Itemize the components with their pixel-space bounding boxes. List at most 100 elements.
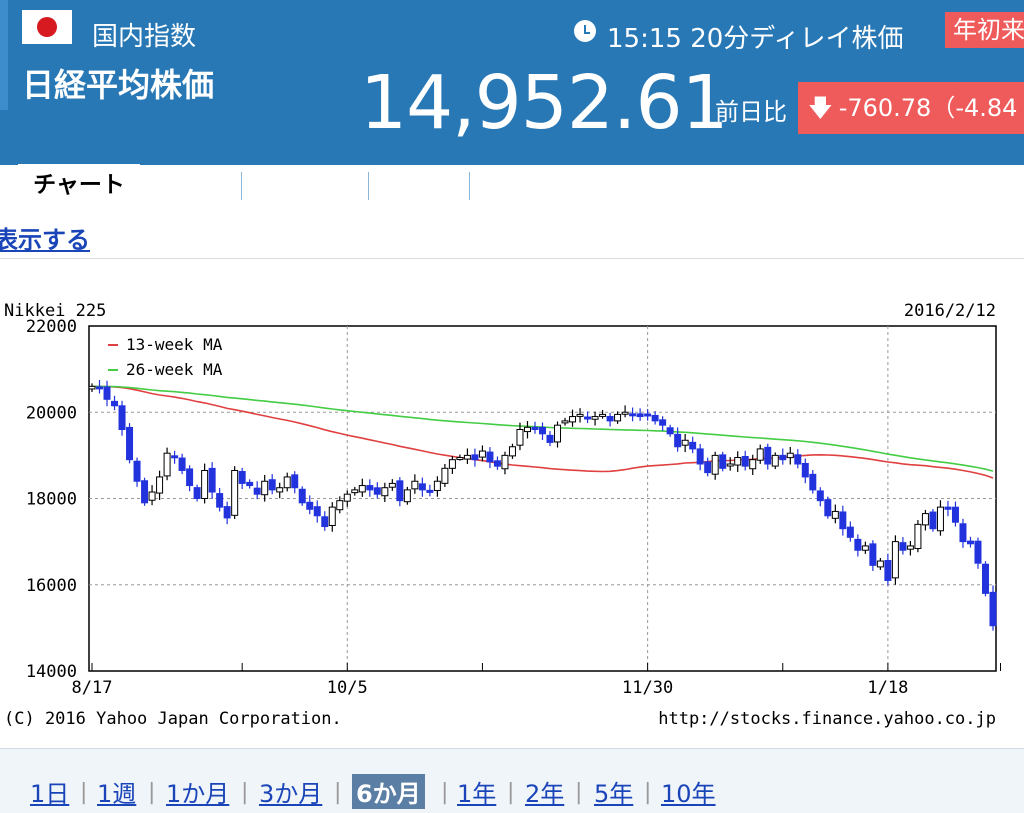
candle bbox=[358, 478, 366, 497]
chart-grid bbox=[89, 326, 996, 671]
candle-body bbox=[561, 420, 569, 424]
candle bbox=[133, 457, 141, 487]
range-3m[interactable]: 3か月 bbox=[259, 780, 323, 808]
range-1m[interactable]: 1か月 bbox=[166, 780, 230, 808]
x-tick-label: 10/5 bbox=[327, 678, 368, 698]
side-strip bbox=[0, 0, 8, 110]
candle-body bbox=[591, 416, 599, 420]
candle-body bbox=[471, 454, 479, 461]
candle bbox=[516, 422, 524, 451]
candle-body bbox=[163, 452, 171, 477]
range-1d[interactable]: 1日 bbox=[30, 780, 70, 808]
tab-news[interactable]: ニュース bbox=[259, 172, 350, 198]
range-2y[interactable]: 2年 bbox=[525, 780, 565, 808]
candle-body bbox=[208, 467, 216, 493]
candle bbox=[426, 484, 434, 497]
candle bbox=[366, 479, 374, 497]
candle bbox=[193, 484, 201, 502]
candle bbox=[606, 412, 614, 427]
candle-body bbox=[884, 560, 892, 581]
candle bbox=[486, 447, 494, 469]
tab-asia-indices[interactable]: アジア・オセアニアの指数 bbox=[486, 172, 761, 198]
candle bbox=[141, 477, 149, 506]
candle bbox=[899, 537, 907, 555]
tab-chart[interactable]: チャート bbox=[18, 164, 140, 206]
ytd-badge[interactable]: 年初来 bbox=[945, 12, 1024, 48]
range-1y[interactable]: 1年 bbox=[457, 780, 497, 808]
candle bbox=[216, 487, 224, 512]
candle-body bbox=[96, 386, 104, 390]
candle bbox=[306, 495, 314, 515]
range-1w[interactable]: 1週 bbox=[97, 780, 137, 808]
candle-body bbox=[974, 540, 982, 564]
candle-body bbox=[621, 411, 629, 415]
candle bbox=[418, 477, 426, 497]
candle-body bbox=[508, 446, 516, 457]
category-label: 国内指数 bbox=[92, 22, 197, 52]
candle-body bbox=[816, 490, 824, 502]
candle bbox=[681, 434, 689, 453]
candle-body bbox=[358, 485, 366, 493]
candle-body bbox=[651, 414, 659, 422]
candle bbox=[981, 561, 989, 597]
candle-body bbox=[118, 405, 126, 430]
candle bbox=[666, 424, 674, 437]
candle-body bbox=[824, 499, 832, 517]
range-5y[interactable]: 5年 bbox=[594, 780, 634, 808]
candle-body bbox=[336, 500, 344, 511]
candle-body bbox=[148, 491, 156, 501]
candle-body bbox=[448, 459, 456, 469]
legend-13: 13-week MA bbox=[126, 335, 223, 354]
source-url[interactable]: http://stocks.finance.yahoo.co.jp bbox=[658, 709, 996, 729]
show-link[interactable]: 表示する bbox=[0, 226, 90, 254]
candle-body bbox=[801, 462, 809, 478]
candle bbox=[741, 450, 749, 471]
candle-body bbox=[283, 476, 291, 489]
change-badge: 🡇 -760.78（-4.84 bbox=[798, 82, 1024, 134]
candle-body bbox=[906, 545, 914, 550]
candle-body bbox=[328, 506, 336, 526]
candle bbox=[621, 405, 629, 418]
candle bbox=[929, 509, 937, 532]
candle-body bbox=[876, 560, 884, 568]
candle-body bbox=[719, 454, 727, 469]
tab-timeseries[interactable]: 時系列 bbox=[157, 172, 226, 198]
candle-body bbox=[403, 489, 411, 503]
change-label: 前日比 bbox=[715, 98, 787, 126]
tab-board[interactable]: 掲示板 bbox=[384, 172, 453, 198]
candle-body bbox=[216, 493, 224, 508]
candle bbox=[576, 408, 584, 423]
candle-body bbox=[171, 455, 179, 459]
candle-body bbox=[666, 427, 674, 435]
range-6m[interactable]: 6か月 bbox=[352, 774, 425, 809]
range-10y[interactable]: 10年 bbox=[661, 780, 716, 808]
candle-body bbox=[381, 487, 389, 497]
candle bbox=[839, 505, 847, 536]
y-tick-label: 16000 bbox=[26, 576, 77, 596]
candle bbox=[869, 540, 877, 571]
candle bbox=[96, 379, 104, 394]
copyright: (C) 2016 Yahoo Japan Corporation. bbox=[4, 709, 342, 729]
candle-body bbox=[103, 386, 111, 400]
candle-body bbox=[891, 541, 899, 579]
tab-info[interactable]: 報 bbox=[0, 172, 19, 198]
candle-body bbox=[809, 473, 817, 491]
x-tick-label: 8/17 bbox=[72, 678, 113, 698]
candle bbox=[448, 456, 456, 474]
y-tick-label: 14000 bbox=[26, 662, 77, 682]
candle-body bbox=[351, 489, 359, 494]
candle bbox=[891, 535, 899, 585]
candle bbox=[118, 400, 126, 436]
legend-26: 26-week MA bbox=[126, 360, 223, 379]
candle bbox=[719, 451, 727, 472]
candle-body bbox=[366, 485, 374, 491]
candle bbox=[283, 472, 291, 492]
candle bbox=[328, 502, 336, 532]
japan-flag-icon bbox=[22, 10, 72, 44]
candle bbox=[801, 458, 809, 484]
candle-body bbox=[268, 479, 276, 491]
candle bbox=[854, 534, 862, 557]
candle-body bbox=[246, 481, 254, 487]
candle bbox=[268, 474, 276, 495]
candle-body bbox=[133, 460, 141, 482]
